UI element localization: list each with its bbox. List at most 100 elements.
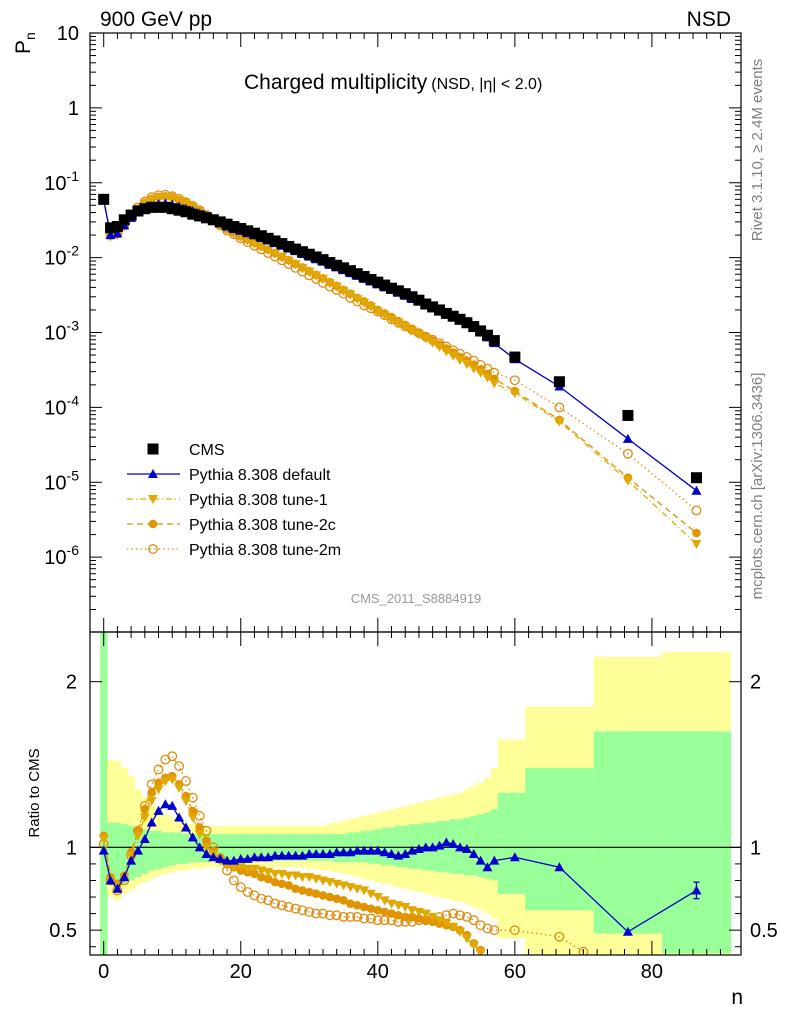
ratio-tick-label: 1	[66, 837, 77, 859]
ratio-series-point	[126, 855, 137, 865]
band-inner	[477, 814, 485, 878]
ratio-series-point	[188, 806, 198, 816]
ratio-series-point	[167, 800, 178, 810]
y-tick-label: 10-1	[44, 168, 79, 195]
ratio-series-point	[400, 848, 411, 858]
cms-data-point	[303, 248, 315, 260]
ratio-series-point	[256, 852, 267, 862]
band-inner	[100, 632, 108, 955]
main-series-point	[400, 322, 411, 332]
main-series-point	[482, 373, 493, 383]
main-series-point	[352, 295, 363, 305]
y-tick-label: 10-2	[44, 243, 79, 270]
ratio-series-point	[455, 927, 466, 937]
main-series-point	[304, 267, 315, 277]
cms-data-point	[290, 243, 302, 255]
ratio-series-point	[461, 843, 472, 853]
ratio-series-point	[352, 845, 363, 855]
main-series-point	[509, 389, 520, 399]
band-inner	[484, 812, 492, 879]
y-label-sub: n	[22, 32, 38, 40]
cms-data-point	[173, 204, 185, 216]
header-right: NSD	[687, 8, 731, 31]
cms-data-point	[159, 201, 171, 213]
ratio-series-point	[387, 909, 396, 918]
ratio-series-point	[420, 909, 431, 919]
ratio-series-point	[365, 845, 376, 855]
ratio-series-point	[455, 910, 465, 921]
main-series-point	[263, 246, 274, 256]
cms-data-point	[324, 257, 336, 269]
ratio-series-point	[146, 796, 157, 806]
main-series-point	[691, 539, 702, 549]
ratio-tick-label: 0.5	[49, 920, 77, 942]
ratio-series-point	[112, 883, 123, 893]
y-tick-exponent: -5	[67, 467, 80, 483]
main-series-point	[509, 375, 520, 386]
ratio-series-point	[394, 910, 403, 920]
ratio-series-point	[400, 902, 411, 912]
band-inner	[113, 822, 122, 884]
band-inner	[442, 820, 451, 873]
y-tick-label: 10-5	[44, 467, 79, 494]
main-series-point	[372, 307, 383, 317]
legend: CMS Pythia 8.308 default Pythia 8.308 tune…	[127, 442, 341, 559]
cms-data-point	[146, 201, 158, 213]
ratio-series-point	[352, 911, 363, 922]
cms-data-point	[392, 285, 404, 297]
ratio-series-point	[434, 916, 445, 926]
ratio-series-point	[359, 902, 369, 912]
legend-label: CMS	[189, 442, 225, 459]
ratio-series-point	[160, 777, 171, 787]
main-series-point	[311, 271, 322, 281]
ratio-series-point	[283, 902, 294, 912]
ratio-series-point	[119, 872, 130, 882]
band-inner	[141, 829, 149, 874]
cms-data-point	[283, 240, 295, 252]
main-series-point	[297, 263, 308, 273]
cms-data-point	[433, 304, 445, 316]
cms-data-point	[194, 210, 206, 222]
ratio-series-point	[222, 855, 233, 865]
cms-data-point	[98, 193, 110, 205]
cms-data-point	[296, 246, 308, 258]
ratio-series-point	[228, 875, 239, 886]
ratio-series-point	[311, 848, 322, 858]
x-tick-label: 0	[98, 961, 109, 983]
side-text-bottom: mcplots.cern.ch [arXiv:1306.3436]	[749, 373, 766, 600]
main-series-point	[379, 311, 390, 321]
ratio-series-point	[167, 751, 178, 762]
ratio-series-point	[455, 842, 466, 852]
ratio-series-point	[372, 893, 383, 903]
cms-data-point	[338, 262, 350, 274]
y-tick-exponent: -3	[67, 318, 80, 334]
main-series-point	[365, 302, 376, 312]
ratio-series-point	[509, 852, 520, 862]
ratio-series-point	[174, 783, 185, 793]
ratio-series-point	[420, 842, 431, 852]
main-series-point	[441, 347, 452, 357]
ratio-series-point	[276, 850, 287, 860]
main-series-point	[554, 417, 565, 427]
ratio-series-point	[448, 839, 459, 849]
ratio-series-point	[482, 862, 493, 872]
ratio-series-point	[379, 847, 390, 857]
main-series-point	[338, 286, 349, 296]
band-inner	[525, 767, 594, 911]
ratio-series-point	[154, 778, 163, 788]
chart-title: Charged multiplicity (NSD, |η| < 2.0)	[244, 71, 542, 94]
ratio-series-point	[270, 869, 281, 879]
ratio-series-point	[98, 845, 109, 855]
main-series-point	[622, 476, 633, 486]
ratio-series-point	[167, 775, 178, 785]
ratio-series-point	[147, 788, 156, 797]
ratio-series-point	[187, 813, 198, 823]
ratio-series-point	[386, 848, 397, 858]
ratio-series-point	[373, 905, 383, 915]
cms-data-point	[386, 282, 398, 294]
ratio-series-point	[242, 864, 253, 874]
ratio-series-point	[139, 834, 150, 844]
cms-data-point	[420, 298, 432, 310]
ratio-series-point	[256, 893, 267, 904]
cms-data-point	[200, 212, 212, 224]
